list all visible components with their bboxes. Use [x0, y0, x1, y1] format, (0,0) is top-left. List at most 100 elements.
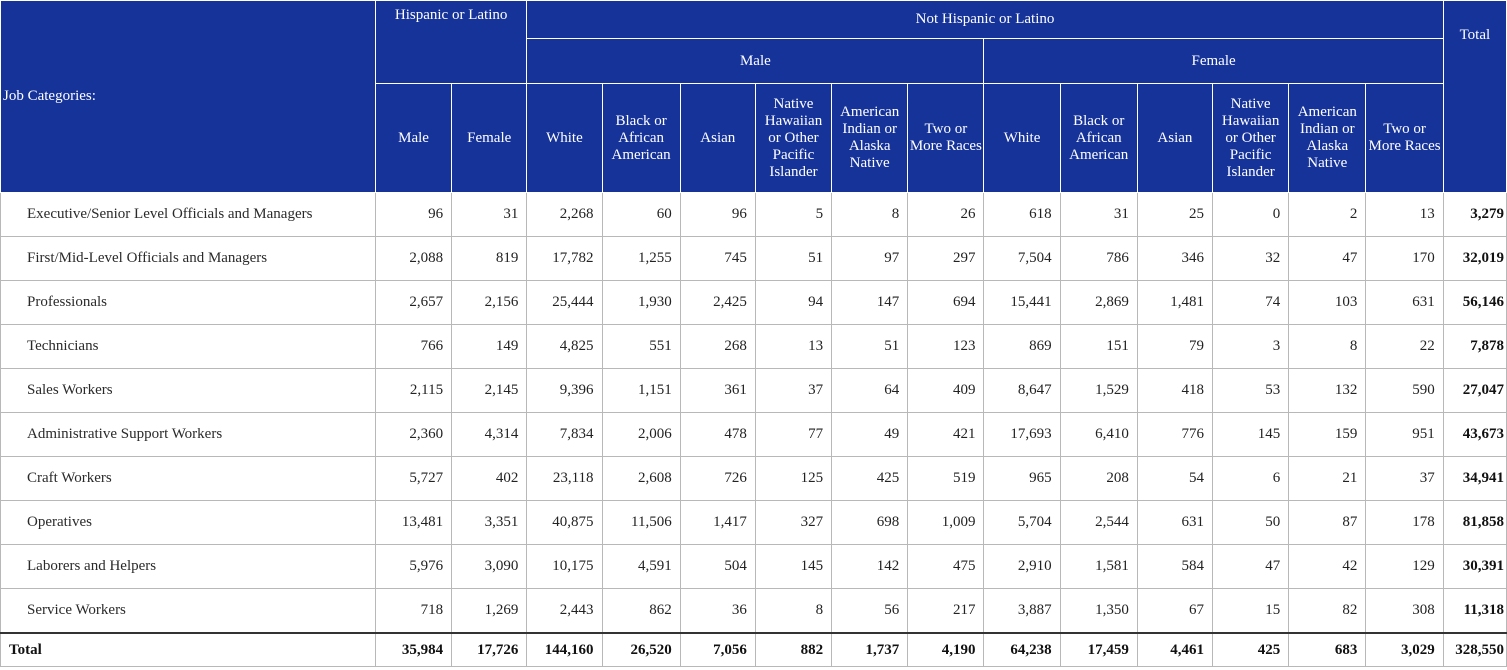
table-cell: 1,151 — [601, 368, 681, 413]
row-total-cell: 30,391 — [1442, 544, 1507, 589]
table-cell: 217 — [907, 588, 985, 634]
table-cell: 7,834 — [526, 412, 603, 457]
table-cell: 3,090 — [451, 544, 528, 589]
table-cell: 13 — [1365, 192, 1444, 237]
col-header-male-aian: American Indian or Alaska Native — [831, 83, 909, 193]
table-cell: 96 — [679, 192, 756, 237]
table-cell: 22 — [1365, 324, 1444, 369]
table-cell: 26,520 — [601, 632, 681, 667]
row-label: Technicians — [0, 324, 376, 369]
table-cell: 82 — [1288, 588, 1367, 634]
table-cell: 2,145 — [451, 368, 528, 413]
table-cell: 519 — [907, 456, 985, 501]
table-cell: 47 — [1288, 236, 1367, 281]
table-cell: 2 — [1288, 192, 1367, 237]
row-label: Sales Workers — [0, 368, 376, 413]
table-cell: 2,360 — [374, 412, 453, 457]
table-cell: 726 — [679, 456, 756, 501]
table-cell: 3,351 — [451, 500, 528, 545]
table-cell: 17,693 — [983, 412, 1061, 457]
col-header-male-white: White — [526, 83, 603, 193]
hispanic-group-header: Hispanic or Latino — [374, 0, 528, 84]
table-cell: 766 — [374, 324, 453, 369]
table-cell: 15 — [1212, 588, 1290, 634]
table-cell: 3 — [1212, 324, 1290, 369]
table-cell: 17,782 — [526, 236, 603, 281]
col-header-female-nhopi: Native Hawaiian or Other Pacific Islande… — [1212, 83, 1290, 193]
table-cell: 13,481 — [374, 500, 453, 545]
table-cell: 50 — [1212, 500, 1290, 545]
table-cell: 15,441 — [983, 280, 1061, 325]
row-total-cell: 43,673 — [1442, 412, 1507, 457]
table-cell: 631 — [1365, 280, 1444, 325]
table-row: Sales Workers 2,115 2,145 9,396 1,151 361 37 64… — [0, 368, 1507, 413]
col-header-male-two-or-more: Two or More Races — [907, 83, 985, 193]
table-cell: 32 — [1212, 236, 1290, 281]
table-cell: 862 — [601, 588, 681, 634]
table-cell: 10,175 — [526, 544, 603, 589]
female-group-header: Female — [983, 38, 1444, 84]
table-cell: 142 — [831, 544, 909, 589]
table-cell: 2,657 — [374, 280, 453, 325]
table-cell: 8 — [754, 588, 833, 634]
table-cell: 125 — [754, 456, 833, 501]
table-cell: 47 — [1212, 544, 1290, 589]
table-cell: 308 — [1365, 588, 1444, 634]
table-cell: 170 — [1365, 236, 1444, 281]
table-cell: 402 — [451, 456, 528, 501]
table-cell: 2,608 — [601, 456, 681, 501]
table-cell: 776 — [1136, 412, 1214, 457]
table-row: Technicians 766 149 4,825 551 268 13 51 123 869 15… — [0, 324, 1507, 369]
table-cell: 25,444 — [526, 280, 603, 325]
table-cell: 64 — [831, 368, 909, 413]
table-cell: 327 — [754, 500, 833, 545]
table-cell: 11,506 — [601, 500, 681, 545]
row-total-cell: 3,279 — [1442, 192, 1507, 237]
table-cell: 478 — [679, 412, 756, 457]
table-cell: 2,268 — [526, 192, 603, 237]
table-cell: 786 — [1059, 236, 1138, 281]
table-cell: 4,461 — [1136, 632, 1214, 667]
total-column-header: Total — [1442, 0, 1507, 193]
row-total-cell: 328,550 — [1442, 632, 1507, 667]
table-cell: 1,269 — [451, 588, 528, 634]
table-cell: 67 — [1136, 588, 1214, 634]
table-cell: 94 — [754, 280, 833, 325]
table-cell: 87 — [1288, 500, 1367, 545]
table-cell: 631 — [1136, 500, 1214, 545]
table-cell: 421 — [907, 412, 985, 457]
table-row: Craft Workers 5,727 402 23,118 2,608 726 125 42… — [0, 456, 1507, 501]
row-total-cell: 32,019 — [1442, 236, 1507, 281]
table-row: First/Mid-Level Officials and Managers 2,… — [0, 236, 1507, 281]
row-label: First/Mid-Level Officials and Managers — [0, 236, 376, 281]
table-cell: 882 — [754, 632, 833, 667]
table-cell: 504 — [679, 544, 756, 589]
table-cell: 2,425 — [679, 280, 756, 325]
row-label: Administrative Support Workers — [0, 412, 376, 457]
col-header-male-asian: Asian — [679, 83, 756, 193]
table-cell: 2,088 — [374, 236, 453, 281]
table-cell: 0 — [1212, 192, 1290, 237]
table-cell: 144,160 — [526, 632, 603, 667]
table-cell: 53 — [1212, 368, 1290, 413]
table-cell: 8 — [1288, 324, 1367, 369]
table-cell: 23,118 — [526, 456, 603, 501]
table-row: Professionals 2,657 2,156 25,444 1,930 2,425 9… — [0, 280, 1507, 325]
table-cell: 1,930 — [601, 280, 681, 325]
row-label: Total — [0, 632, 376, 667]
table-row: Administrative Support Workers 2,360 4,314… — [0, 412, 1507, 457]
table-cell: 77 — [754, 412, 833, 457]
row-label: Operatives — [0, 500, 376, 545]
row-total-cell: 34,941 — [1442, 456, 1507, 501]
table-cell: 31 — [451, 192, 528, 237]
table-cell: 26 — [907, 192, 985, 237]
table-cell: 132 — [1288, 368, 1367, 413]
table-cell: 31 — [1059, 192, 1138, 237]
table-cell: 1,350 — [1059, 588, 1138, 634]
table-cell: 40,875 — [526, 500, 603, 545]
table-cell: 56 — [831, 588, 909, 634]
table-cell: 36 — [679, 588, 756, 634]
table-cell: 590 — [1365, 368, 1444, 413]
table-cell: 7,056 — [679, 632, 756, 667]
table-cell: 17,726 — [451, 632, 528, 667]
